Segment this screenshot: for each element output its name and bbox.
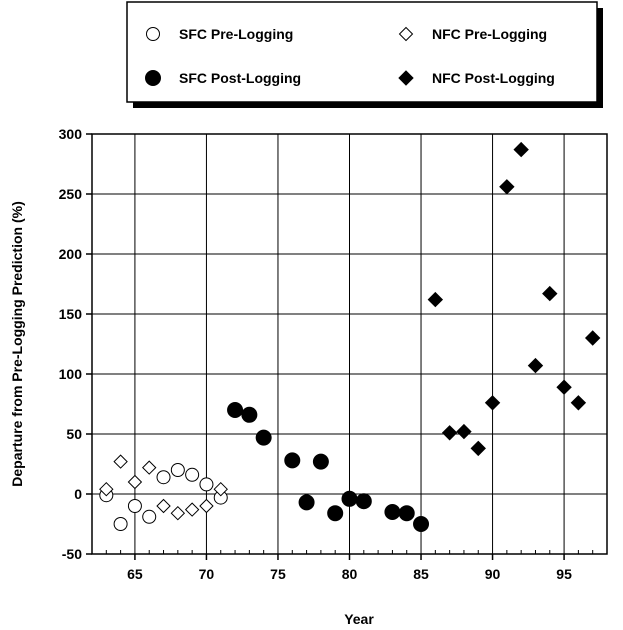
data-point [584, 330, 601, 346]
data-point [413, 516, 430, 532]
data-point [384, 504, 401, 520]
data-point [499, 179, 515, 195]
data-point [170, 463, 185, 477]
data-point [355, 493, 372, 510]
x-tick-label: 90 [485, 566, 501, 582]
data-point [542, 285, 558, 302]
data-point [241, 406, 258, 423]
data-point [484, 395, 501, 411]
data-point [184, 502, 200, 517]
data-point [398, 505, 415, 522]
y-tick-label: 200 [59, 246, 83, 262]
data-point [441, 425, 458, 441]
data-point [327, 505, 344, 522]
y-tick-label: 300 [59, 126, 83, 142]
legend-marker [146, 27, 160, 41]
legend: SFC Pre-Logging NFC Pre-Logging SFC Post-L… [126, 1, 603, 108]
y-axis-title: Departure from Pre-Logging Prediction (%… [9, 201, 25, 486]
data-point [513, 141, 529, 158]
data-point [570, 395, 587, 411]
data-point [470, 440, 486, 457]
data-point [156, 470, 171, 485]
y-tick-label: 100 [59, 366, 83, 382]
x-axis-title: Year [344, 611, 374, 627]
legend-label: SFC Pre-Logging [179, 26, 293, 42]
data-point [255, 429, 272, 446]
x-tick-label: 65 [127, 566, 143, 582]
data-point [284, 452, 301, 469]
data-point [213, 481, 228, 497]
data-point [227, 402, 244, 418]
x-tick-label: 80 [342, 566, 358, 582]
data-point [527, 357, 544, 374]
data-point [341, 490, 358, 507]
data-point [113, 517, 128, 531]
legend-marker [398, 70, 414, 86]
y-tick-label: 0 [74, 486, 82, 502]
x-tick-label: 75 [270, 566, 286, 582]
x-tick-label: 70 [199, 566, 215, 582]
y-tick-label: -50 [62, 546, 82, 562]
data-points [99, 141, 601, 532]
legend-label: NFC Post-Logging [432, 70, 555, 86]
data-point [199, 498, 214, 514]
y-axis: -50 0 50 100 150 200 250 300 [59, 126, 92, 562]
x-tick-label: 95 [556, 566, 572, 582]
data-point [185, 467, 200, 482]
data-point [142, 509, 157, 524]
data-point [170, 505, 186, 521]
legend-marker [398, 26, 414, 42]
y-tick-label: 150 [59, 306, 83, 322]
data-point [142, 460, 157, 475]
data-point [427, 291, 444, 308]
data-point [99, 481, 114, 497]
data-point [312, 453, 329, 470]
legend-marker [145, 70, 161, 86]
data-point [156, 498, 171, 514]
x-tick-label: 85 [413, 566, 429, 582]
data-point [113, 454, 128, 469]
data-point [127, 474, 143, 490]
y-tick-label: 250 [59, 186, 83, 202]
legend-label: NFC Pre-Logging [432, 26, 547, 42]
legend-frame [126, 1, 598, 103]
data-point [298, 494, 315, 511]
data-point [556, 379, 572, 395]
y-tick-label: 50 [66, 426, 82, 442]
data-point [456, 423, 472, 440]
legend-label: SFC Post-Logging [179, 70, 301, 86]
data-point [199, 477, 214, 492]
x-axis: 65 70 75 80 85 90 95 [91, 550, 608, 582]
grid [92, 133, 607, 555]
data-point [127, 499, 142, 513]
